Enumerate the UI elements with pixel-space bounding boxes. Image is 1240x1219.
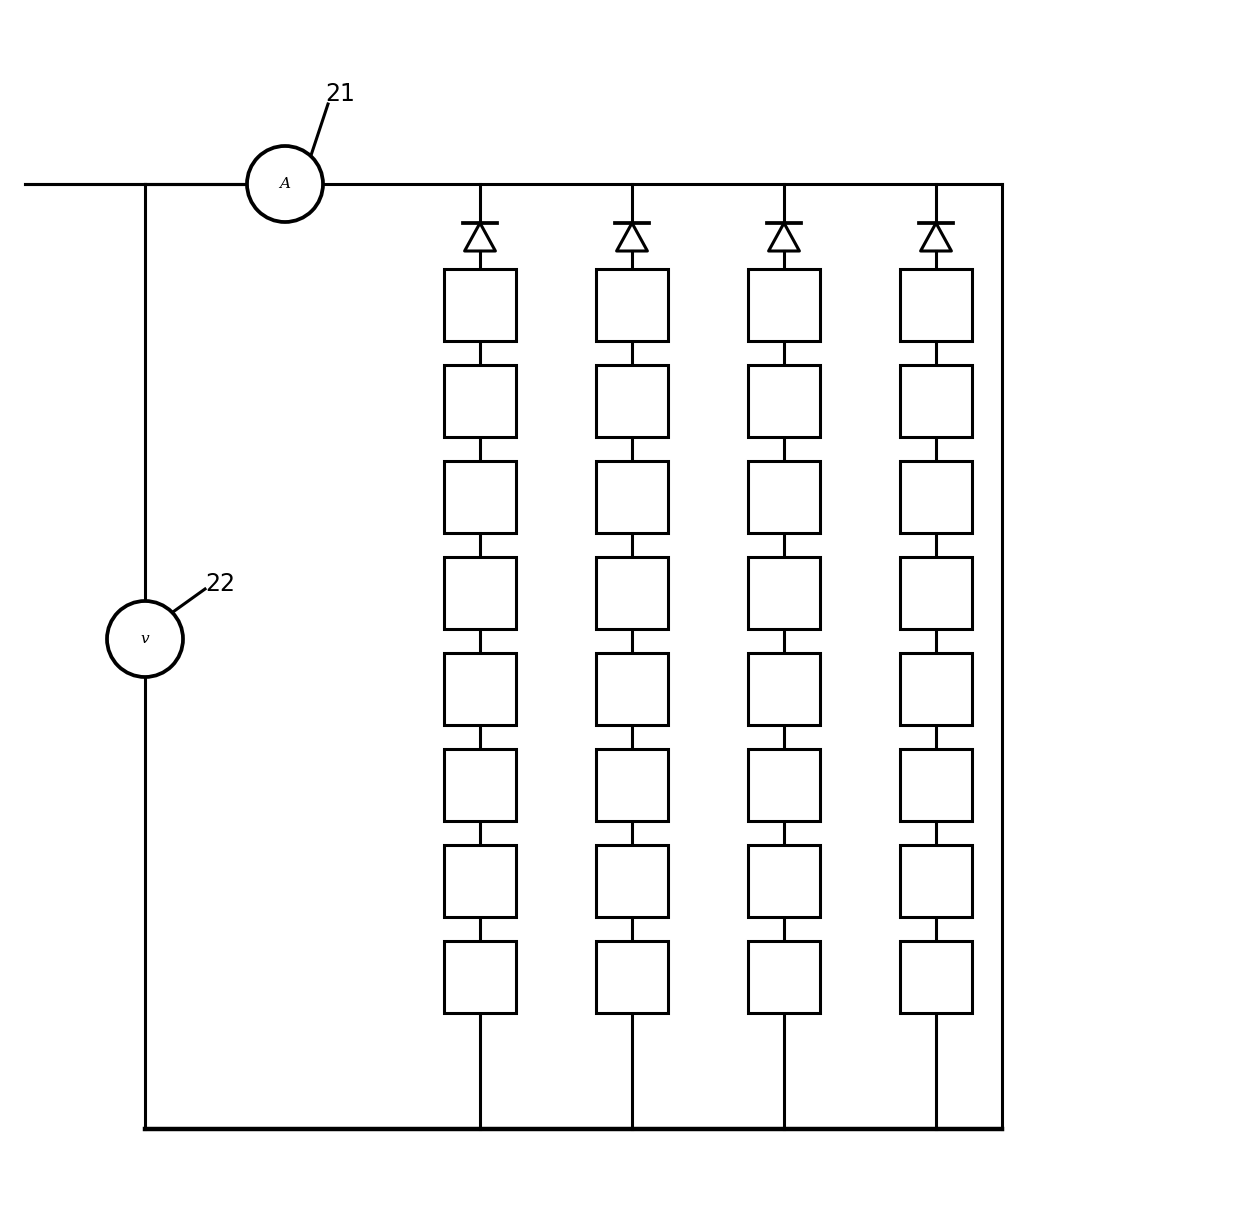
Bar <box>596 557 668 629</box>
Bar <box>900 653 972 725</box>
Text: 21: 21 <box>325 82 355 106</box>
Bar <box>900 557 972 629</box>
Bar <box>444 748 516 822</box>
Bar <box>444 653 516 725</box>
Bar <box>748 269 820 341</box>
Bar <box>748 364 820 436</box>
Bar <box>596 364 668 436</box>
Bar <box>900 845 972 917</box>
Bar <box>748 653 820 725</box>
Bar <box>748 461 820 533</box>
Bar <box>748 557 820 629</box>
Bar <box>444 941 516 1013</box>
Bar <box>900 269 972 341</box>
Circle shape <box>247 146 322 222</box>
Text: 22: 22 <box>205 572 236 596</box>
Circle shape <box>107 601 184 677</box>
Bar <box>596 269 668 341</box>
Bar <box>596 748 668 822</box>
Text: v: v <box>140 631 149 646</box>
Bar <box>596 653 668 725</box>
Bar <box>748 748 820 822</box>
Bar <box>748 845 820 917</box>
Bar <box>900 364 972 436</box>
Bar <box>444 364 516 436</box>
Bar <box>444 461 516 533</box>
Bar <box>444 845 516 917</box>
Bar <box>748 941 820 1013</box>
Bar <box>444 557 516 629</box>
Bar <box>900 461 972 533</box>
Bar <box>596 941 668 1013</box>
Bar <box>444 269 516 341</box>
Bar <box>900 941 972 1013</box>
Bar <box>596 461 668 533</box>
Bar <box>596 845 668 917</box>
Bar <box>900 748 972 822</box>
Text: A: A <box>279 177 290 191</box>
